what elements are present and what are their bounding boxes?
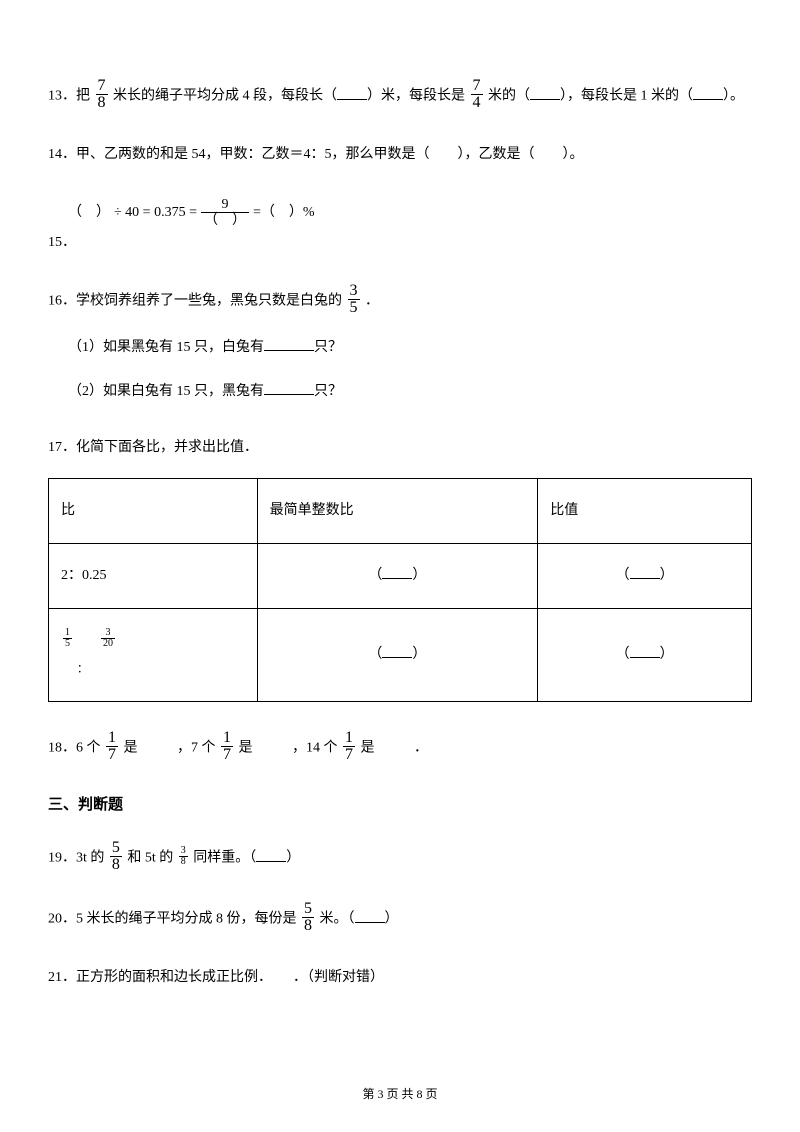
q14-num: 14 [48,147,62,162]
fraction-1-7: 1 7 [221,730,233,763]
col-ratio: 比 [49,478,258,543]
q19-num: 19 [48,851,62,866]
simplified-cell: （） [257,608,538,701]
blank[interactable] [693,86,723,100]
ratio-cell: 1 5 3 20 ： [49,608,258,701]
blank[interactable] [256,848,286,862]
fraction-3-5: 3 5 [348,283,360,316]
section-3-title: 三、判断题 [48,793,752,814]
value-cell: （） [538,608,752,701]
fraction-1-7: 1 7 [343,730,355,763]
question-20: 20．5 米长的绳子平均分成 8 份，每份是 5 8 米。（） [48,903,752,936]
q16-sub1: （1）如果黑兔有 15 只，白兔有只？ [48,334,752,362]
col-simplified: 最简单整数比 [257,478,538,543]
blank[interactable] [264,337,314,351]
question-19: 19．3t 的 5 8 和 5t 的 3 8 同样重。（） [48,842,752,875]
question-15: （ ） ÷ 40 = 0.375 = 9 （ ） =（ ）% 15． [48,197,752,257]
q20-num: 20 [48,912,62,927]
table-row: 2：0.25 （） （） [49,543,752,608]
blank[interactable] [530,86,560,100]
question-16: 16．学校饲养组养了一些兔，黑兔只数是白兔的 3 5 ． （1）如果黑兔有 15… [48,285,752,406]
value-cell: （） [538,543,752,608]
fraction-1-5: 1 5 [63,628,72,649]
blank[interactable] [382,644,412,658]
q16-num: 16 [48,294,62,309]
question-21: 21．正方形的面积和边长成正比例． ．（判断对错） [48,964,752,992]
question-13: 13．把 7 8 米长的绳子平均分成 4 段，每段长（）米，每段长是 7 4 米… [48,80,752,113]
q21-num: 21 [48,970,62,985]
table-header-row: 比 最简单整数比 比值 [49,478,752,543]
fraction-5-8: 5 8 [302,901,314,934]
ratio-table: 比 最简单整数比 比值 2：0.25 （） （） 1 5 3 20 [48,478,752,702]
q17-num: 17 [48,440,62,455]
fraction-1-7: 1 7 [106,730,118,763]
col-value: 比值 [538,478,752,543]
fraction-3-8: 3 8 [179,846,188,867]
blank[interactable] [630,644,660,658]
simplified-cell: （） [257,543,538,608]
fraction-3-20: 3 20 [101,628,115,649]
table-row: 1 5 3 20 ： （） （） [49,608,752,701]
fraction-7-8: 7 8 [96,78,108,111]
page-footer: 第 3 页 共 8 页 [0,1085,800,1102]
blank[interactable] [630,565,660,579]
fraction-7-4: 7 4 [471,78,483,111]
fraction-9-blank: 9 （ ） [201,197,249,229]
q15-num: 15 [48,235,62,250]
blank[interactable] [355,909,385,923]
blank[interactable] [337,86,367,100]
blank[interactable] [264,381,314,395]
blank[interactable] [382,565,412,579]
question-18: 18．6 个 1 7 是 ，7 个 1 7 是 ，14 个 1 7 是 ． [48,732,752,765]
ratio-cell: 2：0.25 [49,543,258,608]
question-14: 14．甲、乙两数的和是 54，甲数：乙数＝4：5，那么甲数是（ ），乙数是（ ）… [48,141,752,169]
q16-sub2: （2）如果白兔有 15 只，黑兔有只？ [48,378,752,406]
q13-num: 13 [48,89,62,104]
question-17: 17．化简下面各比，并求出比值． 比 最简单整数比 比值 2：0.25 （） （… [48,434,752,702]
fraction-5-8: 5 8 [110,840,122,873]
q18-num: 18 [48,741,62,756]
